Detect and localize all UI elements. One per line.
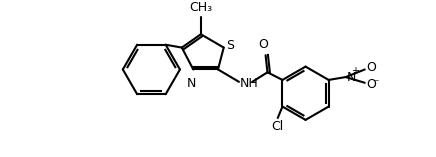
Text: O: O bbox=[367, 61, 377, 74]
Text: CH₃: CH₃ bbox=[189, 1, 212, 14]
Text: N: N bbox=[187, 77, 196, 90]
Text: S: S bbox=[227, 39, 235, 52]
Text: NH: NH bbox=[240, 77, 259, 90]
Text: O: O bbox=[258, 38, 268, 51]
Text: Cl: Cl bbox=[272, 120, 284, 133]
Text: N: N bbox=[347, 71, 356, 84]
Text: ⁻: ⁻ bbox=[372, 77, 378, 90]
Text: +: + bbox=[351, 66, 359, 76]
Text: O: O bbox=[367, 78, 377, 91]
